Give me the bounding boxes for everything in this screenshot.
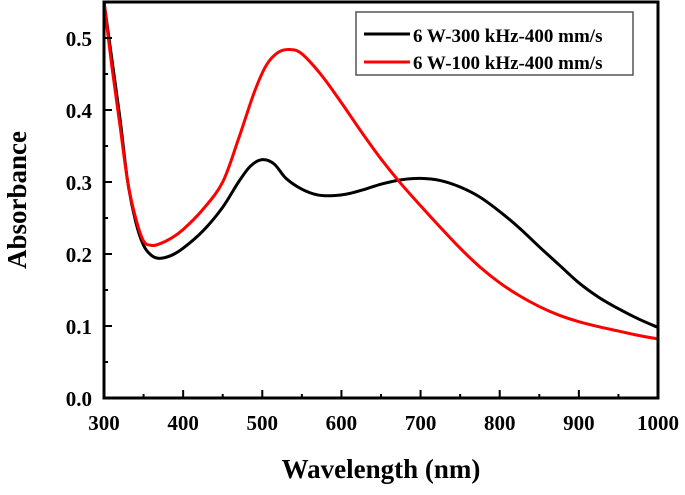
y-tick-label: 0.1 xyxy=(66,315,92,339)
y-axis-label: Absorbance xyxy=(2,131,32,269)
y-tick-label: 0.4 xyxy=(66,99,93,123)
x-tick-label: 400 xyxy=(167,411,199,435)
legend: 6 W-300 kHz-400 mm/s 6 W-100 kHz-400 mm/… xyxy=(355,11,634,76)
x-tick-label: 700 xyxy=(405,411,437,435)
y-tick-label: 0.0 xyxy=(66,387,92,411)
y-tick-label: 0.3 xyxy=(66,171,92,195)
x-tick-label: 300 xyxy=(88,411,120,435)
legend-box xyxy=(355,11,634,76)
y-tick-label: 0.2 xyxy=(66,243,92,267)
legend-label-red: 6 W-100 kHz-400 mm/s xyxy=(413,53,602,74)
series-line-0 xyxy=(104,2,658,329)
x-tick-label: 900 xyxy=(563,411,595,435)
x-tick-label: 500 xyxy=(247,411,279,435)
x-tick-label: 1000 xyxy=(637,411,679,435)
series-line-1 xyxy=(104,2,658,341)
legend-label-black: 6 W-300 kHz-400 mm/s xyxy=(413,26,602,47)
x-tick-label: 600 xyxy=(326,411,358,435)
x-tick-label: 800 xyxy=(484,411,516,435)
y-tick-label: 0.5 xyxy=(66,27,92,51)
x-axis-label: Wavelength (nm) xyxy=(282,454,481,484)
